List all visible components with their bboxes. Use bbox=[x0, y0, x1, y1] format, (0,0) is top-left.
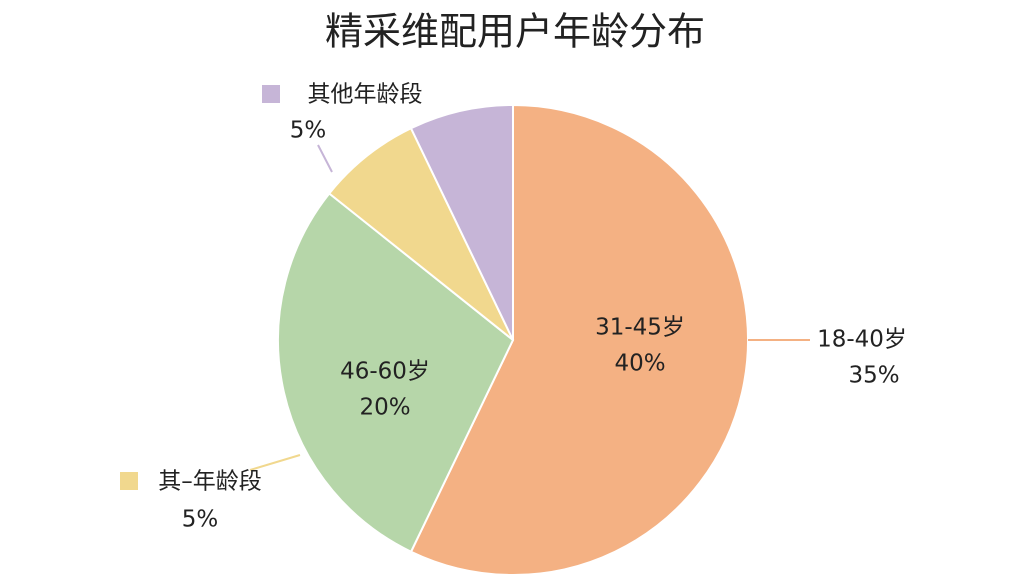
leader-line bbox=[317, 144, 333, 173]
slice-value: 40% bbox=[614, 351, 665, 377]
slice-value: 5% bbox=[290, 118, 327, 144]
slice-value: 20% bbox=[359, 395, 410, 421]
chart-title: 精采维配用户年龄分布 bbox=[325, 10, 705, 54]
annotation-label: 18-40岁 bbox=[817, 327, 907, 353]
pie-slice bbox=[409, 103, 749, 576]
slice-value: 5% bbox=[182, 507, 219, 533]
legend-swatch bbox=[262, 85, 280, 103]
slice-label: 46-60岁 bbox=[340, 359, 430, 385]
slice-label: 其他年龄段 bbox=[308, 82, 423, 108]
pie-slice bbox=[409, 103, 514, 341]
pie-slice bbox=[277, 192, 515, 554]
annotation-value: 35% bbox=[848, 363, 899, 389]
pie-slice bbox=[327, 126, 514, 341]
leader-line bbox=[249, 454, 301, 471]
slice-label: 其–年龄段 bbox=[158, 469, 262, 495]
slice-label: 31-45岁 bbox=[595, 315, 685, 341]
legend-swatch bbox=[120, 472, 138, 490]
